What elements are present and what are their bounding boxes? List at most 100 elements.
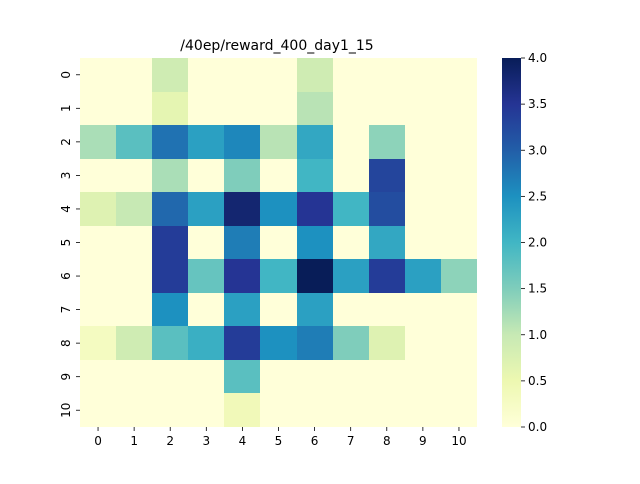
heatmap-cell <box>297 192 333 226</box>
heatmap-cell <box>224 226 260 259</box>
heatmap-cell <box>333 226 369 259</box>
colorbar-tick-label: 1.5 <box>528 282 547 296</box>
x-tick-label: 1 <box>130 434 138 448</box>
heatmap-cell <box>333 192 369 226</box>
y-tick-label: 7 <box>59 306 73 314</box>
heatmap-cell <box>405 293 441 326</box>
heatmap-cells <box>80 58 477 427</box>
heatmap-cell <box>80 226 116 259</box>
colorbar-tick-label: 4.0 <box>528 51 547 65</box>
heatmap-cell <box>116 226 152 259</box>
heatmap-cell <box>297 259 333 293</box>
heatmap-cell <box>188 393 224 427</box>
heatmap-cell <box>224 393 260 427</box>
heatmap-cell <box>260 125 297 159</box>
colorbar-tick-label: 1.0 <box>528 328 547 342</box>
colorbar-tick-label: 2.5 <box>528 189 547 203</box>
heatmap-cell <box>405 92 441 125</box>
heatmap-cell <box>80 259 116 293</box>
colorbar-tick-label: 2.0 <box>528 236 547 250</box>
heatmap-cell <box>80 125 116 159</box>
heatmap-cell <box>297 58 333 92</box>
heatmap-cell <box>260 226 297 259</box>
heatmap-cell <box>333 259 369 293</box>
heatmap-cell <box>80 159 116 192</box>
y-tick-label: 9 <box>59 373 73 381</box>
heatmap-cell <box>224 326 260 360</box>
heatmap-cell <box>188 125 224 159</box>
heatmap-cell <box>152 226 188 259</box>
heatmap-cell <box>333 293 369 326</box>
heatmap-cell <box>369 259 405 293</box>
y-axis: 0 1 2 3 4 5 6 7 8 9 10 <box>59 71 80 418</box>
heatmap-cell <box>441 360 477 393</box>
heatmap-cell <box>369 293 405 326</box>
heatmap-cell <box>188 293 224 326</box>
heatmap-cell <box>333 326 369 360</box>
heatmap-cell <box>441 393 477 427</box>
heatmap-cell <box>224 58 260 92</box>
y-tick-label: 2 <box>59 138 73 146</box>
heatmap-cell <box>260 393 297 427</box>
x-tick-label: 6 <box>311 434 319 448</box>
y-tick-label: 4 <box>59 205 73 213</box>
heatmap-cell <box>405 226 441 259</box>
heatmap-cell <box>116 159 152 192</box>
heatmap-cell <box>116 259 152 293</box>
x-tick-label: 0 <box>94 434 102 448</box>
heatmap-cell <box>188 326 224 360</box>
x-tick-label: 7 <box>347 434 355 448</box>
heatmap-cell <box>116 125 152 159</box>
heatmap-cell <box>369 393 405 427</box>
y-tick-label: 1 <box>59 104 73 112</box>
heatmap-cell <box>297 226 333 259</box>
heatmap-cell <box>260 58 297 92</box>
heatmap-cell <box>224 92 260 125</box>
heatmap-cell <box>297 293 333 326</box>
heatmap-cell <box>333 58 369 92</box>
y-tick-label: 0 <box>59 71 73 79</box>
heatmap-cell <box>260 192 297 226</box>
heatmap-cell <box>260 259 297 293</box>
heatmap-cell <box>405 326 441 360</box>
x-tick-label: 10 <box>451 434 466 448</box>
colorbar-tick-label: 3.0 <box>528 143 547 157</box>
heatmap-cell <box>369 125 405 159</box>
heatmap-cell <box>405 393 441 427</box>
colorbar-tick-label: 0.0 <box>528 420 547 434</box>
heatmap-cell <box>260 293 297 326</box>
heatmap-cell <box>116 192 152 226</box>
heatmap-cell <box>152 393 188 427</box>
heatmap-cell <box>80 58 116 92</box>
heatmap-cell <box>80 393 116 427</box>
heatmap-cell <box>405 125 441 159</box>
y-tick-label: 5 <box>59 239 73 247</box>
heatmap-cell <box>333 159 369 192</box>
heatmap-cell <box>333 125 369 159</box>
heatmap-cell <box>369 226 405 259</box>
heatmap-cell <box>441 125 477 159</box>
heatmap-cell <box>116 393 152 427</box>
heatmap-cell <box>152 125 188 159</box>
heatmap-cell <box>224 293 260 326</box>
heatmap-cell <box>405 192 441 226</box>
heatmap-cell <box>188 360 224 393</box>
heatmap-cell <box>80 293 116 326</box>
heatmap-cell <box>297 125 333 159</box>
heatmap-cell <box>369 159 405 192</box>
heatmap-cell <box>152 360 188 393</box>
heatmap-cell <box>405 58 441 92</box>
heatmap-cell <box>369 326 405 360</box>
heatmap-cell <box>297 326 333 360</box>
heatmap-cell <box>297 393 333 427</box>
heatmap-cell <box>224 360 260 393</box>
heatmap-cell <box>369 58 405 92</box>
heatmap-cell <box>441 159 477 192</box>
chart-title: /40ep/reward_400_day1_15 <box>180 38 373 54</box>
heatmap-cell <box>224 192 260 226</box>
heatmap-cell <box>188 58 224 92</box>
y-tick-label: 10 <box>59 403 73 418</box>
colorbar-gradient <box>502 58 521 427</box>
